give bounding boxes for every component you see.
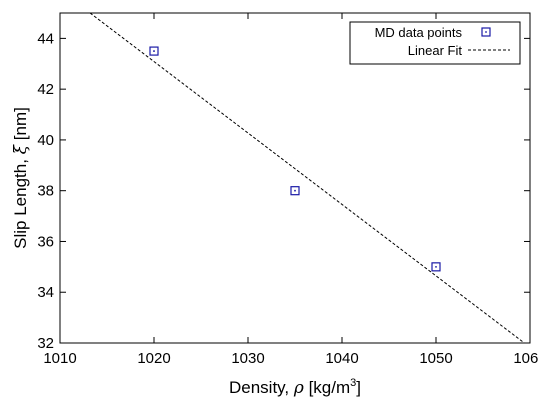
data-point-center <box>294 189 296 192</box>
series-layer <box>89 13 525 343</box>
y-axis-ticks: 32 34 36 38 40 42 44 <box>37 30 530 352</box>
x-tick-label: 1040 <box>325 350 358 367</box>
legend-label-linear-fit: Linear Fit <box>408 43 463 58</box>
legend-box <box>349 21 521 65</box>
x-tick-label: 1050 <box>419 350 452 367</box>
x-tick-label: 1030 <box>231 350 264 367</box>
x-axis-ticks: 1010 1020 1030 1040 1050 1060 <box>43 13 539 367</box>
y-tick-label: 44 <box>37 30 54 47</box>
x-axis-title: Density, ρ [kg/m3] <box>229 377 361 398</box>
legend-marker-square <box>481 27 491 37</box>
y-tick-label: 40 <box>37 132 54 149</box>
data-point-center <box>153 50 155 52</box>
y-tick-label: 36 <box>37 233 54 250</box>
data-point-marker <box>149 46 159 56</box>
linear-fit-line <box>89 13 525 343</box>
plot-frame <box>59 12 531 344</box>
y-tick-label: 38 <box>37 183 54 200</box>
x-tick-label: 1010 <box>43 350 76 367</box>
x-tick-label: 1060 <box>513 350 539 367</box>
data-point-center <box>435 265 437 268</box>
data-point-marker <box>431 262 441 272</box>
legend-marker-dot <box>485 31 487 33</box>
y-tick-label: 32 <box>37 335 54 352</box>
x-tick-label: 1020 <box>137 350 170 367</box>
y-tick-label: 42 <box>37 81 54 98</box>
legend: MD data points Linear Fit <box>349 21 521 65</box>
legend-label-md-data-points: MD data points <box>375 25 463 40</box>
y-axis-title: Slip Length, ξ [nm] <box>11 107 31 249</box>
data-point-marker <box>290 186 300 196</box>
y-tick-label: 34 <box>37 284 54 301</box>
